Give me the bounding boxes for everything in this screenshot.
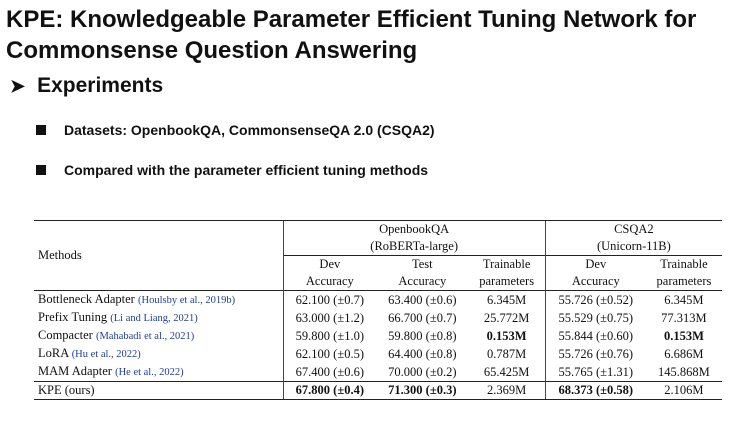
col-header-obqa-dev-2: Accuracy: [282, 273, 377, 291]
csqa-params-cell: 2.106M: [645, 381, 722, 400]
table-row: MAM Adapter (He et al., 2022) 67.400 (±0…: [34, 363, 722, 382]
csqa-params-cell: 6.686M: [664, 346, 704, 361]
method-name: KPE (ours): [38, 383, 95, 397]
arrow-bullet-icon: ➤: [10, 75, 26, 96]
obqa-dev-cell: 62.100 (±0.7): [282, 290, 377, 309]
citation: (Houlsby et al., 2019b): [137, 295, 236, 306]
table-row: Compacter (Mahabadi et al., 2021) 59.800…: [34, 327, 722, 345]
bullet-compared-text: Compared with the parameter efficient tu…: [64, 162, 429, 178]
col-header-obqa-params-1: Trainable: [468, 255, 546, 273]
method-cell: LoRA (Hu et al., 2022): [34, 345, 283, 363]
obqa-params-cell: 6.345M: [468, 290, 546, 309]
csqa-dev-cell: 55.765 (±1.31): [544, 363, 646, 382]
col-header-obqa-test-2: Accuracy: [398, 274, 447, 288]
obqa-params-cell: 25.772M: [483, 310, 530, 325]
obqa-params-cell: 0.787M: [487, 346, 527, 361]
obqa-test-cell: 66.700 (±0.7): [388, 310, 457, 325]
table-row: Prefix Tuning (Li and Liang, 2021) 63.00…: [34, 309, 722, 327]
square-bullet-icon: [36, 125, 46, 135]
citation: (Mahabadi et al., 2021): [95, 331, 195, 342]
csqa-params-cell: 6.345M: [645, 290, 722, 309]
obqa-params-cell: 65.425M: [483, 364, 530, 379]
col-header-obqa-test-1: Test: [376, 255, 469, 273]
method-name: Bottleneck Adapter: [38, 292, 135, 306]
method-name: LoRA: [38, 346, 69, 360]
obqa-dev-cell: 67.800 (±0.4): [282, 381, 377, 400]
method-cell: MAM Adapter (He et al., 2022): [34, 363, 283, 382]
obqa-params-cell: 0.153M: [486, 328, 527, 343]
csqa-dev-cell: 55.844 (±0.60): [544, 327, 646, 345]
citation: (Hu et al., 2022): [71, 349, 141, 360]
csqa-dev-cell: 55.529 (±0.75): [544, 309, 646, 327]
section-heading-text: Experiments: [37, 74, 164, 97]
col-header-obqa-params-2: parameters: [479, 274, 535, 288]
model-csqa2: (Unicorn-11B): [544, 238, 722, 256]
obqa-dev-cell: 63.000 (±1.2): [282, 309, 377, 327]
table-row: Bottleneck Adapter (Houlsby et al., 2019…: [34, 290, 722, 309]
table-row: LoRA (Hu et al., 2022) 62.100 (±0.5) 64.…: [34, 345, 722, 363]
col-header-csqa-dev-1: Dev: [544, 255, 646, 273]
method-cell: KPE (ours): [34, 381, 284, 400]
obqa-params-cell: 2.369M: [468, 381, 546, 400]
method-name: MAM Adapter: [38, 364, 112, 378]
col-header-csqa-params-2: parameters: [656, 274, 712, 288]
methods-header: Methods: [34, 220, 284, 291]
results-table: Methods OpenbookQA CSQA2 (RoBERTa-large)…: [34, 220, 722, 400]
csqa-params-cell: 77.313M: [661, 310, 707, 325]
method-cell: Bottleneck Adapter (Houlsby et al., 2019…: [34, 290, 284, 309]
obqa-test-cell: 59.800 (±0.8): [388, 328, 457, 343]
method-cell: Compacter (Mahabadi et al., 2021): [34, 327, 283, 345]
citation: (He et al., 2022): [115, 367, 184, 378]
col-header-csqa-dev-2: Accuracy: [544, 273, 646, 291]
square-bullet-icon: [36, 165, 46, 175]
method-name: Prefix Tuning: [38, 310, 108, 324]
method-name: Compacter: [38, 328, 93, 342]
obqa-test-cell: 63.400 (±0.6): [376, 290, 469, 309]
table-row-kpe: KPE (ours) 67.800 (±0.4) 71.300 (±0.3) 2…: [34, 381, 722, 400]
obqa-test-cell: 71.300 (±0.3): [376, 381, 469, 400]
obqa-test-cell: 70.000 (±0.2): [388, 364, 457, 379]
obqa-test-cell: 64.400 (±0.8): [388, 346, 457, 361]
model-openbookqa: (RoBERTa-large): [282, 238, 546, 256]
group-header-csqa2: CSQA2: [544, 220, 722, 238]
col-header-csqa-params-1: Trainable: [645, 255, 722, 273]
obqa-dev-cell: 59.800 (±1.0): [282, 327, 377, 345]
csqa-dev-cell: 55.726 (±0.76): [544, 345, 646, 363]
bullet-datasets-text: Datasets: OpenbookQA, CommonsenseQA 2.0 …: [64, 122, 435, 138]
group-header-openbookqa: OpenbookQA: [282, 220, 546, 238]
csqa-dev-cell: 55.726 (±0.52): [544, 290, 646, 309]
citation: (Li and Liang, 2021): [110, 313, 198, 324]
method-cell: Prefix Tuning (Li and Liang, 2021): [34, 309, 283, 327]
section-heading: ➤ Experiments: [10, 74, 163, 98]
bullet-datasets: Datasets: OpenbookQA, CommonsenseQA 2.0 …: [36, 122, 435, 138]
csqa-params-cell: 145.868M: [658, 364, 710, 379]
obqa-dev-cell: 62.100 (±0.5): [282, 345, 377, 363]
slide-title: KPE: Knowledgeable Parameter Efficient T…: [6, 6, 697, 64]
col-header-obqa-dev-1: Dev: [282, 255, 377, 273]
bullet-compared: Compared with the parameter efficient tu…: [36, 162, 428, 178]
csqa-dev-cell: 68.373 (±0.58): [544, 381, 646, 400]
csqa-params-cell: 0.153M: [663, 328, 704, 343]
obqa-dev-cell: 67.400 (±0.6): [282, 363, 377, 382]
